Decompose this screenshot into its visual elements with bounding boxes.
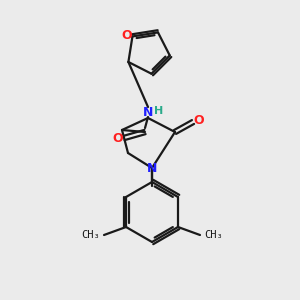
Text: CH₃: CH₃ [204, 230, 223, 240]
Text: H: H [154, 106, 164, 116]
Text: N: N [143, 106, 153, 118]
Text: CH₃: CH₃ [81, 230, 100, 240]
Text: O: O [194, 115, 204, 128]
Text: O: O [113, 131, 123, 145]
Text: N: N [147, 163, 157, 176]
Text: O: O [121, 29, 132, 42]
